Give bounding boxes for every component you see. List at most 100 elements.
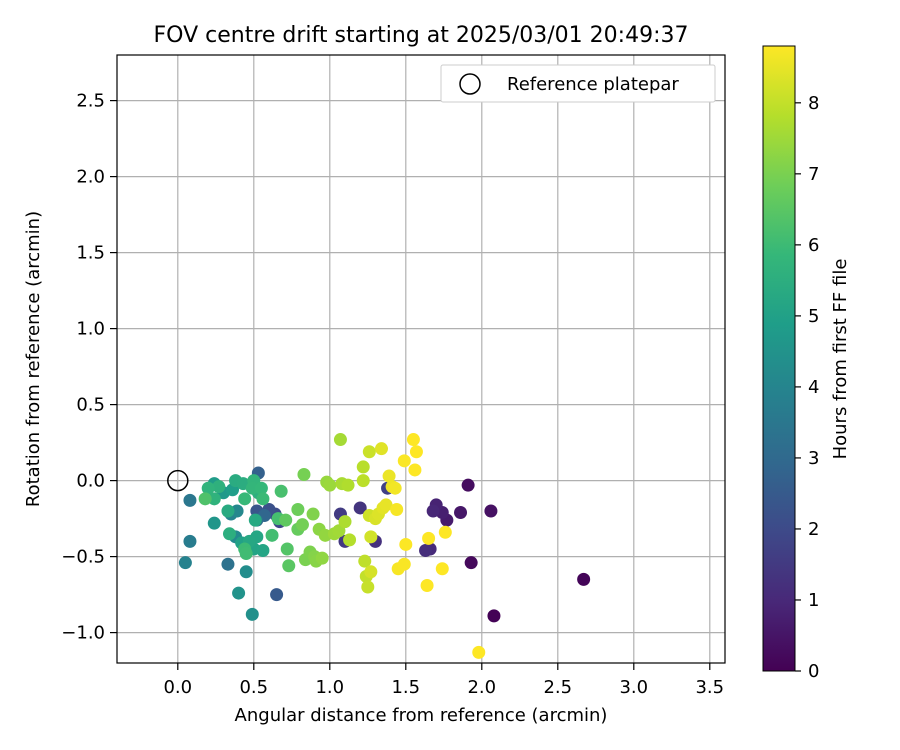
data-point	[230, 504, 244, 518]
colorbar-tick-label: 4	[808, 377, 819, 398]
data-point	[472, 645, 486, 659]
data-point	[248, 513, 262, 527]
y-tick-label: 0.5	[76, 395, 105, 416]
data-point	[364, 565, 378, 579]
reference-platepar-marker	[167, 469, 189, 492]
data-point	[484, 504, 498, 518]
data-point	[464, 556, 478, 570]
data-point	[245, 481, 259, 495]
data-point	[254, 481, 268, 495]
data-point	[577, 572, 591, 586]
data-point	[239, 547, 253, 561]
data-point	[315, 551, 329, 565]
data-point	[338, 515, 352, 529]
x-axis-ticks: 0.0 0.5 1.0 1.5 2.0 2.5 3.0 3.5	[163, 663, 724, 698]
data-point	[397, 454, 411, 468]
data-point	[356, 474, 370, 488]
data-point	[291, 502, 305, 516]
data-point	[487, 609, 501, 623]
data-point	[332, 524, 346, 538]
chart-title: FOV centre drift starting at 2025/03/01 …	[154, 23, 689, 48]
plot-area	[117, 55, 725, 663]
y-tick-label: 1.5	[76, 243, 105, 264]
data-point	[333, 433, 347, 447]
data-point	[178, 556, 192, 570]
colorbar-tick-label: 2	[808, 519, 819, 540]
y-tick-label: 1.0	[76, 319, 105, 340]
plot-frame	[116, 54, 726, 664]
data-point	[256, 544, 270, 558]
data-point	[435, 562, 449, 576]
data-point	[238, 492, 252, 506]
data-point	[422, 531, 436, 545]
data-point	[239, 565, 253, 579]
data-point	[364, 530, 378, 544]
data-point	[341, 478, 355, 492]
data-point	[420, 578, 434, 592]
colorbar-tick-label: 5	[808, 306, 819, 327]
data-point	[297, 468, 311, 482]
data-point	[245, 607, 259, 621]
colorbar-label: Hours from first FF file	[830, 259, 851, 460]
colorbar-tick-label: 6	[808, 235, 819, 256]
data-point	[356, 460, 370, 474]
colorbar-gradient	[762, 45, 796, 672]
data-point	[438, 525, 452, 539]
data-point	[256, 492, 270, 506]
data-point	[221, 504, 235, 518]
data-point	[306, 507, 320, 521]
data-point	[212, 480, 226, 494]
x-tick-label: 3.5	[695, 677, 724, 698]
legend-marker-icon	[459, 73, 481, 95]
colorbar-ticks: 0 1 2 3 4 5 6 7 8	[795, 93, 819, 682]
data-point	[358, 554, 372, 568]
y-tick-label: −1.0	[61, 623, 105, 644]
data-points	[178, 433, 591, 659]
data-point	[426, 504, 440, 518]
colorbar-tick-label: 1	[808, 590, 819, 611]
data-point	[221, 557, 235, 571]
data-point	[282, 559, 296, 573]
data-point	[198, 492, 212, 506]
x-tick-label: 0.5	[239, 677, 268, 698]
y-axis-ticks: −1.0 −0.5 0.0 0.5 1.0 1.5 2.0 2.5	[61, 91, 117, 644]
data-point	[207, 516, 221, 530]
data-point	[280, 542, 294, 556]
data-point	[399, 537, 413, 551]
x-tick-label: 2.5	[543, 677, 572, 698]
data-point	[406, 433, 420, 447]
x-tick-label: 0.0	[163, 677, 192, 698]
data-point	[379, 498, 393, 512]
y-tick-label: 2.0	[76, 167, 105, 188]
grid	[117, 55, 725, 663]
data-point	[323, 478, 337, 492]
legend-label: Reference platepar	[507, 74, 679, 95]
reference-marker-layer	[167, 469, 189, 492]
data-point	[265, 528, 279, 542]
data-point	[362, 445, 376, 459]
data-point	[279, 513, 293, 527]
data-point	[408, 463, 422, 477]
colorbar-tick-label: 8	[808, 93, 819, 114]
data-point	[390, 502, 404, 516]
colorbar-tick-label: 7	[808, 164, 819, 185]
legend-box	[440, 64, 716, 103]
data-point	[222, 527, 236, 541]
x-tick-label: 2.0	[467, 677, 496, 698]
data-point	[409, 445, 423, 459]
data-point	[374, 442, 388, 456]
data-point	[232, 586, 246, 600]
y-axis-label: Rotation from reference (arcmin)	[23, 211, 44, 507]
data-point	[397, 557, 411, 571]
data-point	[201, 481, 215, 495]
data-point	[454, 506, 468, 520]
data-point	[382, 469, 396, 483]
y-tick-label: 0.0	[76, 471, 105, 492]
y-tick-label: 2.5	[76, 91, 105, 112]
colorbar-tick-label: 3	[808, 448, 819, 469]
data-point	[461, 478, 475, 492]
data-point	[207, 492, 221, 506]
data-point	[295, 518, 309, 532]
x-axis-label: Angular distance from reference (arcmin)	[235, 705, 608, 726]
